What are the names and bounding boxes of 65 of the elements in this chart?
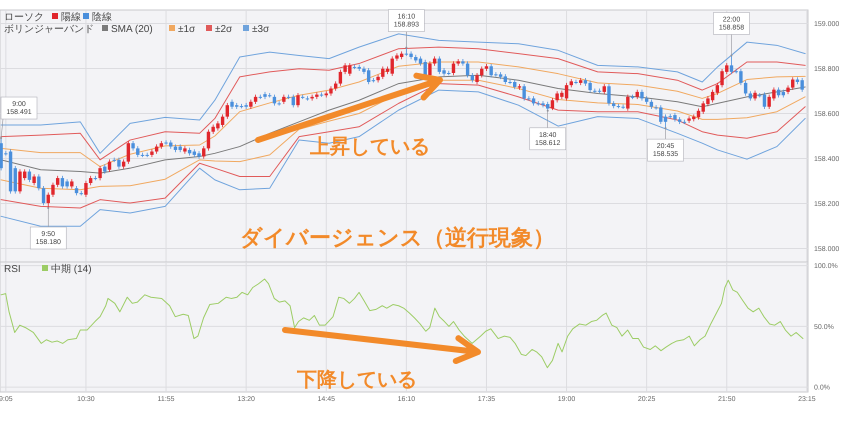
candlestick <box>277 100 281 106</box>
candlestick <box>282 94 286 104</box>
candlestick <box>748 90 752 102</box>
text: ローソク <box>4 12 44 23</box>
candlestick <box>744 80 748 96</box>
annotation: ダイバージェンス（逆行現象） <box>240 225 555 250</box>
candlestick <box>56 175 60 188</box>
candlestick <box>602 84 606 95</box>
legend-label: ±1σ <box>178 24 196 35</box>
line-series <box>0 90 806 227</box>
line-series <box>0 83 806 208</box>
candlestick <box>621 104 625 110</box>
candlestick <box>122 159 126 170</box>
candlestick <box>310 94 314 102</box>
candlestick <box>126 140 130 164</box>
candlestick <box>470 72 474 83</box>
candlestick <box>37 174 41 191</box>
candlestick <box>154 144 158 154</box>
candlestick <box>108 159 112 172</box>
legend-title: RSI <box>4 264 21 275</box>
candlestick <box>131 140 135 152</box>
line-series <box>0 46 806 160</box>
candlestick <box>254 94 258 104</box>
legend-label: ±2σ <box>215 24 234 35</box>
candlestick <box>466 60 470 78</box>
candlestick <box>438 56 442 75</box>
legend-label: SMA (20) <box>111 24 153 35</box>
candlestick <box>650 99 654 110</box>
candlestick <box>550 98 554 111</box>
candlestick <box>226 102 230 120</box>
candlestick <box>202 146 206 160</box>
candlestick <box>432 56 436 66</box>
candlestick <box>98 166 102 181</box>
candlestick <box>70 178 74 190</box>
candlestick <box>74 186 78 196</box>
legend-label: 陽線 <box>61 12 81 23</box>
candlestick <box>334 80 338 92</box>
candlestick <box>791 76 794 90</box>
candlestick <box>616 103 620 109</box>
legend-label: 陰線 <box>92 11 112 23</box>
candlestick <box>636 89 639 100</box>
candlestick <box>88 175 92 186</box>
candlestick <box>338 69 342 86</box>
candlestick <box>84 180 88 198</box>
text: ボリンジャーバンド <box>4 24 94 35</box>
candlestick <box>272 94 276 106</box>
candlestick <box>32 174 36 186</box>
candlestick <box>28 168 32 183</box>
candlestick <box>306 96 310 102</box>
annotation: 上昇している <box>309 136 430 158</box>
candlestick <box>461 58 465 66</box>
candlestick <box>480 66 484 78</box>
candlestick <box>136 146 140 158</box>
annotation: 下降している <box>296 369 417 391</box>
candlestick <box>206 129 210 152</box>
candlestick <box>249 99 253 110</box>
candlestick <box>682 119 686 124</box>
candlestick <box>103 164 106 174</box>
candlestick <box>329 86 333 96</box>
line-series <box>0 278 804 368</box>
legend-label: ±3σ <box>252 24 270 35</box>
candlestick <box>626 94 630 112</box>
candlestick <box>94 175 98 181</box>
candlestick <box>522 84 526 102</box>
legend-label: 中期 (14) <box>51 263 92 275</box>
